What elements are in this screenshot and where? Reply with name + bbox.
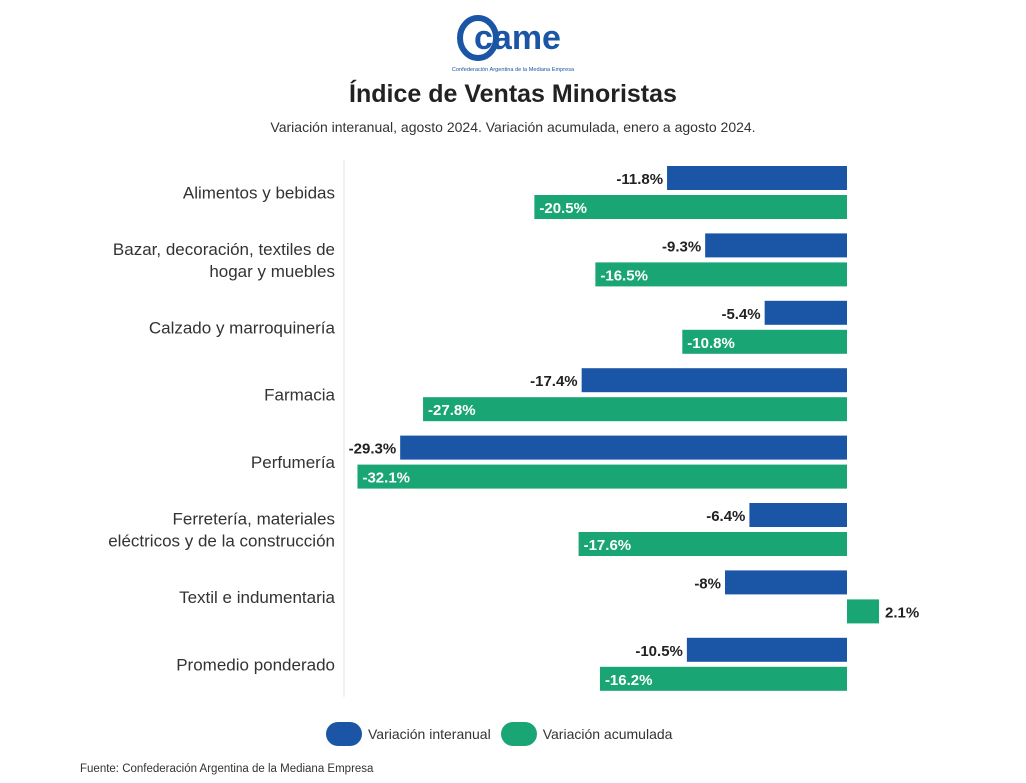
bar-interanual: [686, 637, 847, 662]
came-logo: came Confederación Argentina de la Media…: [452, 15, 575, 73]
category-label-line: Bazar, decoración, textiles de: [113, 240, 335, 259]
category-label-line: Ferretería, materiales: [173, 510, 336, 529]
data-label-interanual: -11.8%: [616, 171, 663, 188]
legend-label-acumulada: Variación acumulada: [542, 726, 673, 742]
legend-item-acumulada: Variación acumulada: [500, 722, 673, 746]
bar-acumulada: [578, 532, 847, 556]
legend-swatch-interanual: [326, 722, 362, 746]
category-label-line: Calzado y marroquinería: [149, 318, 336, 337]
bar-interanual: [667, 166, 847, 190]
category-label-line: Alimentos y bebidas: [183, 184, 335, 203]
logo-ring-icon: [457, 15, 499, 61]
data-label-interanual: -6.4%: [706, 508, 745, 525]
category-label-line: Perfumería: [251, 453, 336, 472]
category-label-line: Promedio ponderado: [176, 655, 335, 674]
data-label-interanual: -5.4%: [721, 306, 760, 323]
bar-interanual: [705, 233, 847, 258]
data-label-interanual: -29.3%: [349, 441, 397, 458]
category-label-line: eléctricos y de la construcción: [108, 532, 335, 551]
category-label: Bazar, decoración, textiles de hogar y mu…: [113, 240, 335, 281]
category-label: Alimentos y bebidas: [183, 184, 335, 203]
category-label: Textil e indumentaria: [179, 588, 335, 607]
category-label-line: Farmacia: [264, 386, 335, 405]
bar-acumulada: [423, 397, 847, 422]
data-label-interanual: -17.4%: [530, 373, 578, 390]
bar-acumulada: [847, 599, 880, 624]
data-label-acumulada: -20.5%: [539, 200, 587, 217]
category-label-line: Textil e indumentaria: [179, 588, 335, 607]
source-note: Fuente: Confederación Argentina de la Me…: [80, 763, 374, 775]
category-label: Ferretería, materiales eléctricos y de la…: [108, 510, 335, 551]
data-label-acumulada: -27.8%: [428, 402, 476, 419]
legend-item-interanual: Variación interanual: [326, 722, 491, 746]
data-label-acumulada: -16.2%: [605, 672, 653, 689]
bar-acumulada: [599, 666, 847, 691]
data-label-acumulada: -32.1%: [362, 470, 410, 487]
logo-caption: Confederación Argentina de la Mediana Em…: [452, 67, 575, 73]
bar-interanual: [749, 503, 847, 527]
bar-acumulada: [682, 329, 847, 354]
category-label: Farmacia: [264, 386, 335, 405]
category-label-line: hogar y muebles: [209, 262, 335, 281]
chart-title: Índice de Ventas Minoristas: [349, 80, 677, 108]
data-label-interanual: -9.3%: [662, 238, 701, 255]
legend-swatch-acumulada: [500, 722, 537, 746]
bar-interanual: [400, 435, 847, 460]
data-label-acumulada: 2.1%: [885, 604, 919, 621]
bar-acumulada: [357, 464, 847, 489]
legend: Variación interanual Variación acumulada: [326, 722, 682, 746]
chart-subtitle: Variación interanual, agosto 2024. Varia…: [270, 119, 756, 135]
bar-interanual: [581, 368, 847, 393]
category-label: Perfumería: [251, 453, 336, 472]
data-label-acumulada: -17.6%: [584, 537, 632, 554]
data-label-acumulada: -16.5%: [600, 267, 648, 284]
bar-acumulada: [595, 262, 847, 287]
category-label: Promedio ponderado: [176, 655, 335, 674]
data-label-interanual: -10.5%: [635, 643, 683, 660]
bar-interanual: [725, 570, 847, 595]
bar-interanual: [764, 300, 847, 325]
bar-acumulada: [534, 195, 847, 219]
data-label-acumulada: -10.8%: [687, 335, 735, 352]
logo-wordmark: came: [474, 19, 561, 57]
legend-label-interanual: Variación interanual: [368, 726, 491, 742]
category-label: Calzado y marroquinería: [149, 318, 336, 337]
data-label-interanual: -8%: [694, 575, 721, 592]
